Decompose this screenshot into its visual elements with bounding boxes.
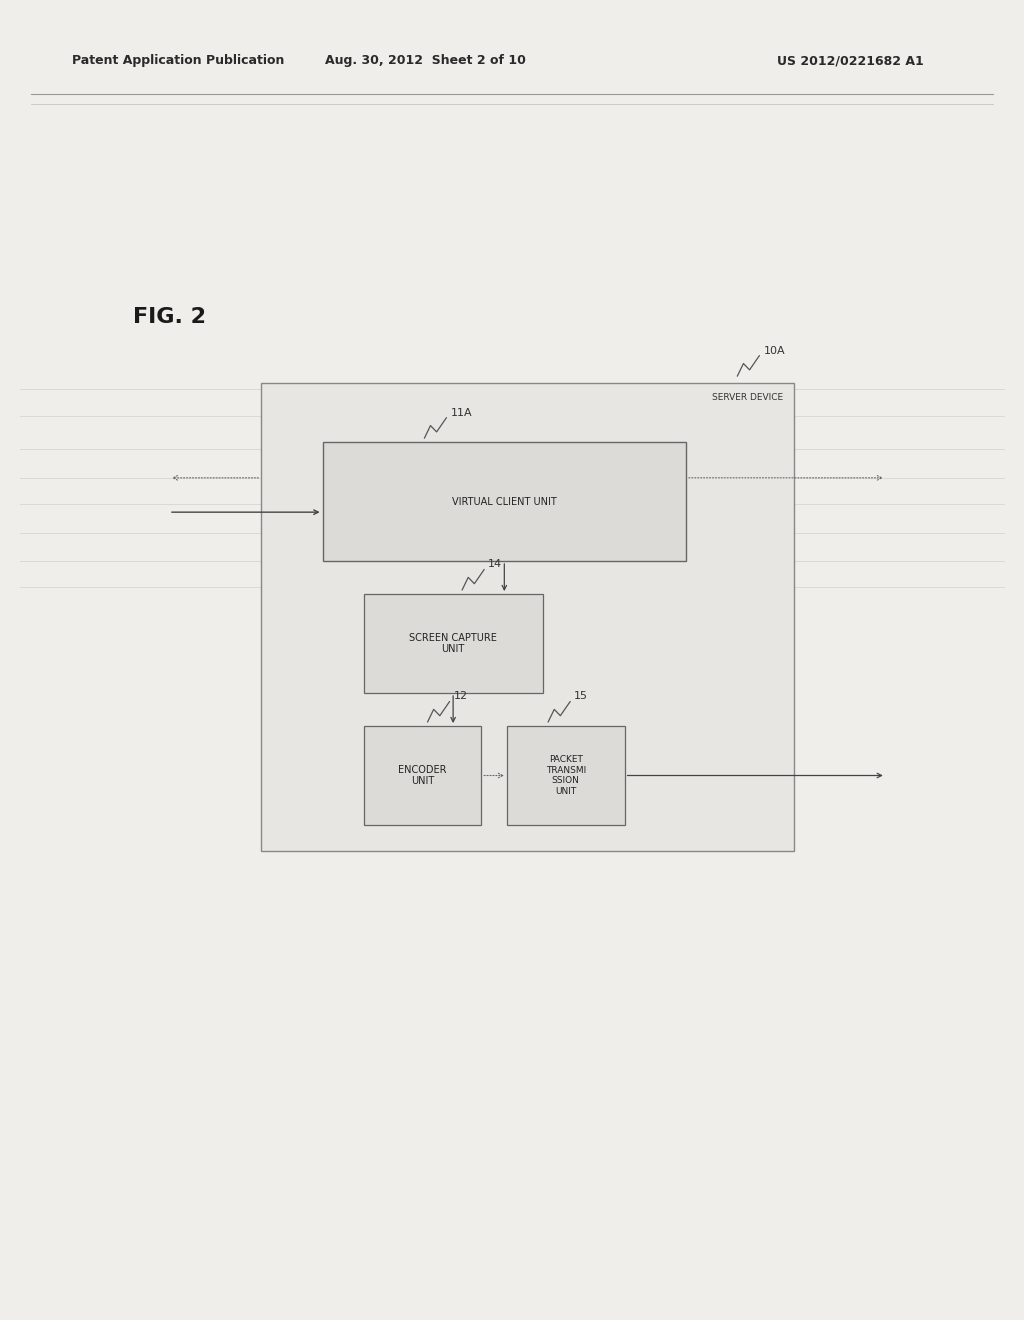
Text: 14: 14 xyxy=(488,560,503,569)
Bar xyxy=(364,594,543,693)
Text: Patent Application Publication: Patent Application Publication xyxy=(72,54,284,67)
Text: 11A: 11A xyxy=(451,408,472,417)
Text: SERVER DEVICE: SERVER DEVICE xyxy=(713,393,783,403)
Text: ENCODER
UNIT: ENCODER UNIT xyxy=(398,764,446,787)
Bar xyxy=(364,726,481,825)
Text: FIG. 2: FIG. 2 xyxy=(133,306,206,327)
Bar xyxy=(323,442,686,561)
Text: PACKET
TRANSMI
SSION
UNIT: PACKET TRANSMI SSION UNIT xyxy=(546,755,586,796)
Text: US 2012/0221682 A1: US 2012/0221682 A1 xyxy=(776,54,924,67)
Bar xyxy=(507,726,625,825)
Text: 15: 15 xyxy=(574,692,589,701)
Text: 10A: 10A xyxy=(764,346,785,355)
Text: Aug. 30, 2012  Sheet 2 of 10: Aug. 30, 2012 Sheet 2 of 10 xyxy=(325,54,525,67)
Text: SCREEN CAPTURE
UNIT: SCREEN CAPTURE UNIT xyxy=(410,632,497,655)
Bar xyxy=(261,383,794,851)
Text: 12: 12 xyxy=(454,692,468,701)
Text: VIRTUAL CLIENT UNIT: VIRTUAL CLIENT UNIT xyxy=(452,496,557,507)
